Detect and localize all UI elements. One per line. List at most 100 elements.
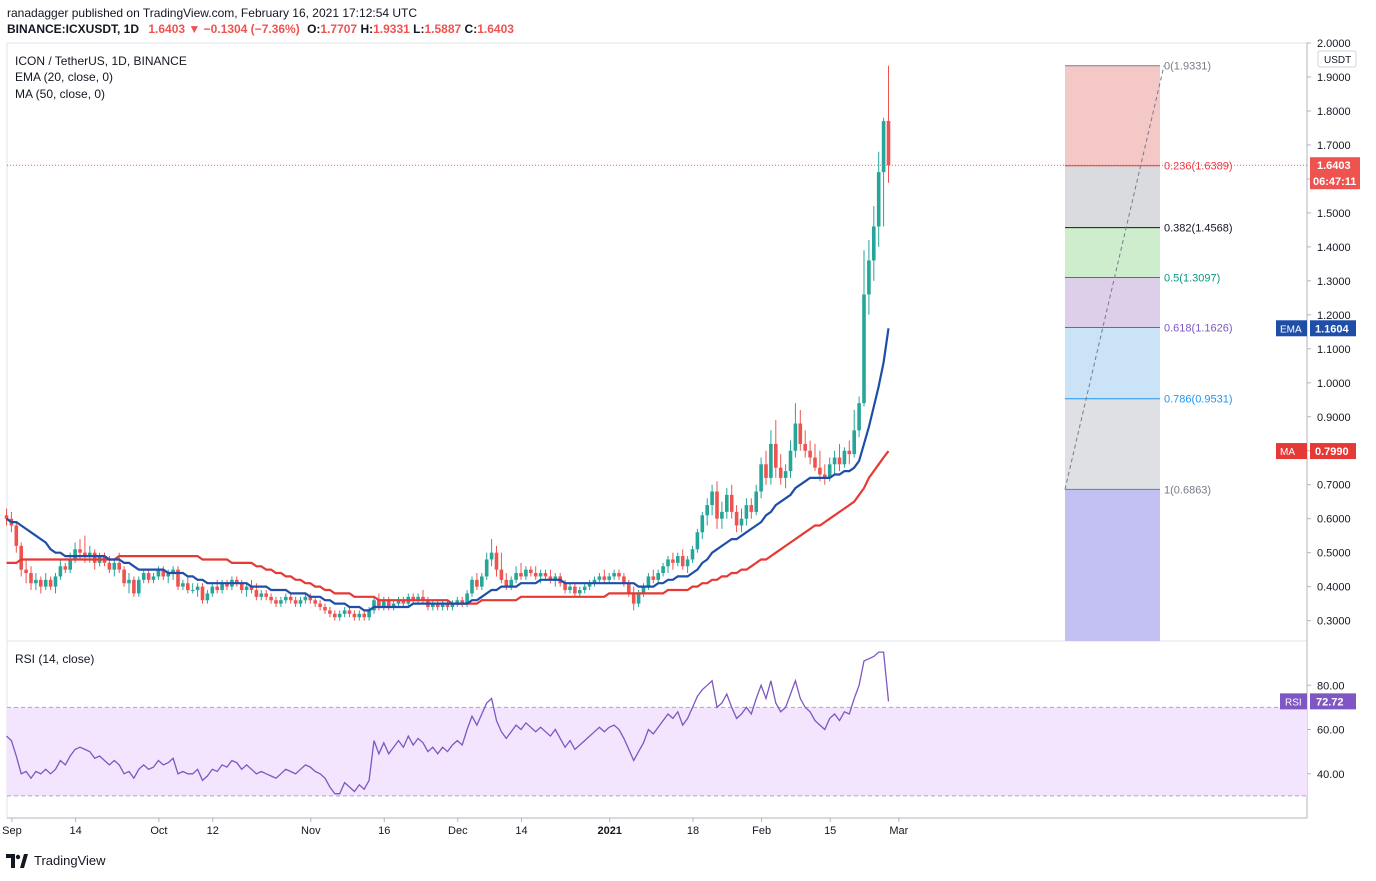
- candle-body: [48, 579, 53, 587]
- time-tick-label: 2021: [597, 825, 621, 837]
- ema-20-line: [5, 328, 890, 612]
- candle-body: [88, 552, 92, 557]
- candle-body: [533, 573, 538, 577]
- candle-body: [210, 586, 215, 594]
- candle-body: [411, 596, 415, 601]
- candle-body: [548, 576, 553, 580]
- candle-body: [416, 596, 420, 601]
- candle-body: [435, 603, 440, 608]
- candle-body: [220, 583, 224, 591]
- price-tick-label: 1.5000: [1317, 208, 1351, 220]
- candle-body: [774, 443, 778, 468]
- candle-body: [205, 593, 210, 601]
- candle-body: [509, 579, 513, 587]
- rsi-tick-label: 60.00: [1317, 725, 1345, 737]
- candle-body: [391, 603, 396, 608]
- change-arrow-icon: ▼: [188, 22, 201, 36]
- candle-body: [872, 226, 876, 261]
- candle-body: [788, 450, 793, 472]
- candle-body: [450, 603, 455, 608]
- candle-body: [783, 471, 788, 478]
- fib-level-label: 0.236(1.6389): [1164, 161, 1233, 173]
- candle-body: [813, 457, 817, 468]
- time-tick-label: Oct: [150, 825, 167, 837]
- candle-body: [29, 573, 33, 584]
- candle-body: [867, 260, 871, 295]
- price-tick-label: 1.9000: [1317, 72, 1351, 84]
- candle-body: [715, 491, 719, 519]
- candle-body: [254, 590, 259, 597]
- candle-body: [710, 491, 714, 506]
- candle-body: [597, 576, 602, 580]
- time-tick-label: 15: [824, 825, 836, 837]
- candle-body: [19, 545, 23, 570]
- candle-body: [377, 600, 381, 608]
- candle-body: [293, 600, 298, 604]
- candle-body: [607, 576, 611, 580]
- price-tick-label: 0.7000: [1317, 480, 1351, 492]
- candle-body: [132, 579, 136, 594]
- price-tick-label: 1.3000: [1317, 276, 1351, 288]
- candle-body: [627, 583, 631, 594]
- candle-body: [455, 600, 460, 604]
- candle-body: [431, 603, 435, 608]
- candle-body: [543, 573, 548, 577]
- candle-body: [592, 579, 597, 584]
- candle-body: [279, 600, 283, 604]
- tradingview-logo[interactable]: TradingView: [6, 853, 106, 868]
- candle-body: [58, 566, 63, 577]
- candle-body: [39, 579, 43, 587]
- candle-body: [661, 566, 665, 574]
- candle-body: [401, 600, 406, 604]
- currency-label: USDT: [1324, 55, 1351, 66]
- candle-body: [700, 515, 705, 533]
- candle-body: [156, 569, 161, 577]
- candle-body: [754, 491, 758, 512]
- candle-body: [313, 600, 317, 604]
- rsi-tag-name: [1280, 693, 1307, 710]
- candle-body: [303, 596, 308, 601]
- time-tick-label: Dec: [448, 825, 468, 837]
- candle-body: [372, 600, 376, 611]
- candle-body: [352, 613, 357, 618]
- candle-body: [725, 494, 729, 512]
- candle-body: [480, 576, 484, 587]
- candle-body: [117, 562, 121, 570]
- candle-body: [244, 586, 249, 591]
- price-tick-label: 1.4000: [1317, 242, 1351, 254]
- candle-body: [176, 569, 180, 587]
- candle-body: [396, 600, 401, 604]
- fib-base-zone: [1065, 489, 1160, 641]
- candle-body: [112, 562, 117, 570]
- fib-zone: [1065, 227, 1160, 278]
- price-change: −0.1304 (−7.36%): [203, 22, 300, 36]
- candle-body: [744, 505, 749, 519]
- tradingview-brand: TradingView: [34, 853, 106, 868]
- candle-body: [832, 457, 837, 465]
- candle-body: [4, 515, 9, 519]
- open-label: O:: [307, 22, 321, 36]
- axis-tag-name: [1276, 443, 1307, 460]
- candle-body: [651, 576, 656, 580]
- countdown-value: 06:47:11: [1313, 176, 1356, 188]
- time-tick-label: Nov: [301, 825, 321, 837]
- candle-body: [63, 566, 68, 570]
- candle-body: [685, 559, 690, 567]
- candle-body: [43, 579, 48, 587]
- fib-zone: [1065, 277, 1160, 328]
- candle-body: [538, 573, 543, 577]
- fib-zone: [1065, 165, 1160, 228]
- candle-body: [53, 576, 58, 587]
- candle-body: [764, 464, 768, 478]
- candle-body: [475, 579, 479, 587]
- candle-body: [440, 603, 445, 608]
- candle-body: [808, 450, 812, 458]
- price-tick-label: 0.3000: [1317, 616, 1351, 628]
- candle-body: [823, 474, 827, 478]
- candle-body: [347, 610, 352, 614]
- candle-body: [151, 576, 156, 580]
- candle-body: [837, 457, 842, 465]
- candle-body: [308, 596, 313, 601]
- time-tick-label: 14: [69, 825, 81, 837]
